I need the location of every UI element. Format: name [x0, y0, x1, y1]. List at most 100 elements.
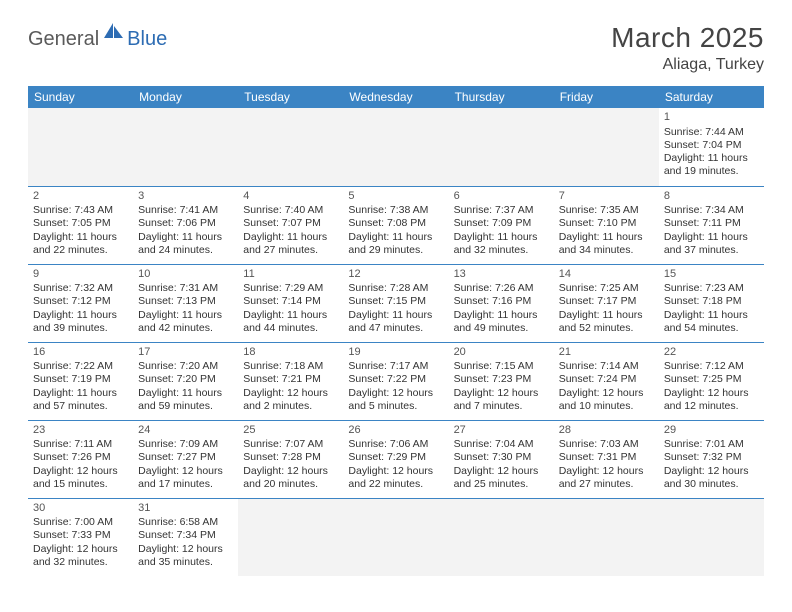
sunrise-text: Sunrise: 7:22 AM: [33, 360, 128, 373]
sunset-text: Sunset: 7:19 PM: [33, 373, 128, 386]
calendar-cell: 17Sunrise: 7:20 AMSunset: 7:20 PMDayligh…: [133, 342, 238, 420]
day-number: 25: [243, 424, 338, 438]
sunset-text: Sunset: 7:16 PM: [454, 295, 549, 308]
calendar-row: 16Sunrise: 7:22 AMSunset: 7:19 PMDayligh…: [28, 342, 764, 420]
sunset-text: Sunset: 7:29 PM: [348, 451, 443, 464]
day-number: 9: [33, 268, 128, 282]
sunset-text: Sunset: 7:09 PM: [454, 217, 549, 230]
calendar-cell: 28Sunrise: 7:03 AMSunset: 7:31 PMDayligh…: [554, 420, 659, 498]
calendar-cell: 19Sunrise: 7:17 AMSunset: 7:22 PMDayligh…: [343, 342, 448, 420]
sunrise-text: Sunrise: 7:12 AM: [664, 360, 759, 373]
title-block: March 2025 Aliaga, Turkey: [611, 22, 764, 74]
month-title: March 2025: [611, 22, 764, 54]
daylight-text: Daylight: 11 hours and 57 minutes.: [33, 387, 128, 413]
daylight-text: Daylight: 11 hours and 42 minutes.: [138, 309, 233, 335]
calendar-cell: [238, 108, 343, 186]
day-number: 6: [454, 190, 549, 204]
calendar-cell: 10Sunrise: 7:31 AMSunset: 7:13 PMDayligh…: [133, 264, 238, 342]
sunrise-text: Sunrise: 7:26 AM: [454, 282, 549, 295]
day-number: 15: [664, 268, 759, 282]
sunrise-text: Sunrise: 7:00 AM: [33, 516, 128, 529]
day-number: 8: [664, 190, 759, 204]
sunset-text: Sunset: 7:23 PM: [454, 373, 549, 386]
daylight-text: Daylight: 11 hours and 34 minutes.: [559, 231, 654, 257]
calendar-cell: 6Sunrise: 7:37 AMSunset: 7:09 PMDaylight…: [449, 186, 554, 264]
day-number: 3: [138, 190, 233, 204]
weekday-header: Thursday: [449, 86, 554, 108]
calendar-cell: 11Sunrise: 7:29 AMSunset: 7:14 PMDayligh…: [238, 264, 343, 342]
sunset-text: Sunset: 7:17 PM: [559, 295, 654, 308]
daylight-text: Daylight: 11 hours and 39 minutes.: [33, 309, 128, 335]
calendar-cell: 25Sunrise: 7:07 AMSunset: 7:28 PMDayligh…: [238, 420, 343, 498]
daylight-text: Daylight: 12 hours and 10 minutes.: [559, 387, 654, 413]
day-number: 29: [664, 424, 759, 438]
calendar-cell: 3Sunrise: 7:41 AMSunset: 7:06 PMDaylight…: [133, 186, 238, 264]
calendar-row: 1Sunrise: 7:44 AMSunset: 7:04 PMDaylight…: [28, 108, 764, 186]
sunrise-text: Sunrise: 7:03 AM: [559, 438, 654, 451]
daylight-text: Daylight: 12 hours and 30 minutes.: [664, 465, 759, 491]
sunset-text: Sunset: 7:24 PM: [559, 373, 654, 386]
weekday-header: Monday: [133, 86, 238, 108]
calendar-cell: 24Sunrise: 7:09 AMSunset: 7:27 PMDayligh…: [133, 420, 238, 498]
day-number: 27: [454, 424, 549, 438]
daylight-text: Daylight: 11 hours and 44 minutes.: [243, 309, 338, 335]
daylight-text: Daylight: 12 hours and 15 minutes.: [33, 465, 128, 491]
day-number: 5: [348, 190, 443, 204]
day-number: 18: [243, 346, 338, 360]
calendar-row: 2Sunrise: 7:43 AMSunset: 7:05 PMDaylight…: [28, 186, 764, 264]
calendar-cell: [554, 108, 659, 186]
day-number: 10: [138, 268, 233, 282]
calendar-cell: 18Sunrise: 7:18 AMSunset: 7:21 PMDayligh…: [238, 342, 343, 420]
sunrise-text: Sunrise: 7:28 AM: [348, 282, 443, 295]
calendar-cell: 4Sunrise: 7:40 AMSunset: 7:07 PMDaylight…: [238, 186, 343, 264]
daylight-text: Daylight: 12 hours and 32 minutes.: [33, 543, 128, 569]
sunrise-text: Sunrise: 7:31 AM: [138, 282, 233, 295]
calendar-cell: 1Sunrise: 7:44 AMSunset: 7:04 PMDaylight…: [659, 108, 764, 186]
weekday-header: Sunday: [28, 86, 133, 108]
calendar-cell: 15Sunrise: 7:23 AMSunset: 7:18 PMDayligh…: [659, 264, 764, 342]
calendar-cell: [449, 108, 554, 186]
sunset-text: Sunset: 7:22 PM: [348, 373, 443, 386]
sunrise-text: Sunrise: 7:01 AM: [664, 438, 759, 451]
sunset-text: Sunset: 7:26 PM: [33, 451, 128, 464]
sunset-text: Sunset: 7:25 PM: [664, 373, 759, 386]
calendar-row: 30Sunrise: 7:00 AMSunset: 7:33 PMDayligh…: [28, 498, 764, 576]
logo: General Blue: [28, 28, 167, 51]
calendar-cell: [659, 498, 764, 576]
calendar-cell: 14Sunrise: 7:25 AMSunset: 7:17 PMDayligh…: [554, 264, 659, 342]
calendar-cell: 31Sunrise: 6:58 AMSunset: 7:34 PMDayligh…: [133, 498, 238, 576]
sunrise-text: Sunrise: 7:18 AM: [243, 360, 338, 373]
daylight-text: Daylight: 12 hours and 22 minutes.: [348, 465, 443, 491]
sunset-text: Sunset: 7:27 PM: [138, 451, 233, 464]
sunrise-text: Sunrise: 7:25 AM: [559, 282, 654, 295]
daylight-text: Daylight: 11 hours and 24 minutes.: [138, 231, 233, 257]
sunrise-text: Sunrise: 7:40 AM: [243, 204, 338, 217]
day-number: 11: [243, 268, 338, 282]
day-number: 13: [454, 268, 549, 282]
sunset-text: Sunset: 7:13 PM: [138, 295, 233, 308]
logo-text-blue: Blue: [127, 28, 167, 51]
calendar-cell: [133, 108, 238, 186]
sunrise-text: Sunrise: 7:06 AM: [348, 438, 443, 451]
weekday-header: Wednesday: [343, 86, 448, 108]
calendar-cell: [449, 498, 554, 576]
daylight-text: Daylight: 12 hours and 27 minutes.: [559, 465, 654, 491]
sunset-text: Sunset: 7:34 PM: [138, 529, 233, 542]
daylight-text: Daylight: 12 hours and 17 minutes.: [138, 465, 233, 491]
sunrise-text: Sunrise: 7:04 AM: [454, 438, 549, 451]
location-subtitle: Aliaga, Turkey: [611, 56, 764, 74]
sunrise-text: Sunrise: 7:07 AM: [243, 438, 338, 451]
calendar-row: 9Sunrise: 7:32 AMSunset: 7:12 PMDaylight…: [28, 264, 764, 342]
calendar-cell: 26Sunrise: 7:06 AMSunset: 7:29 PMDayligh…: [343, 420, 448, 498]
sunrise-text: Sunrise: 7:44 AM: [664, 126, 759, 139]
sunrise-text: Sunrise: 7:41 AM: [138, 204, 233, 217]
sunrise-text: Sunrise: 7:17 AM: [348, 360, 443, 373]
daylight-text: Daylight: 11 hours and 47 minutes.: [348, 309, 443, 335]
sunrise-text: Sunrise: 7:14 AM: [559, 360, 654, 373]
daylight-text: Daylight: 12 hours and 5 minutes.: [348, 387, 443, 413]
weekday-header: Tuesday: [238, 86, 343, 108]
sunset-text: Sunset: 7:33 PM: [33, 529, 128, 542]
calendar-cell: 2Sunrise: 7:43 AMSunset: 7:05 PMDaylight…: [28, 186, 133, 264]
sunset-text: Sunset: 7:20 PM: [138, 373, 233, 386]
sunrise-text: Sunrise: 6:58 AM: [138, 516, 233, 529]
